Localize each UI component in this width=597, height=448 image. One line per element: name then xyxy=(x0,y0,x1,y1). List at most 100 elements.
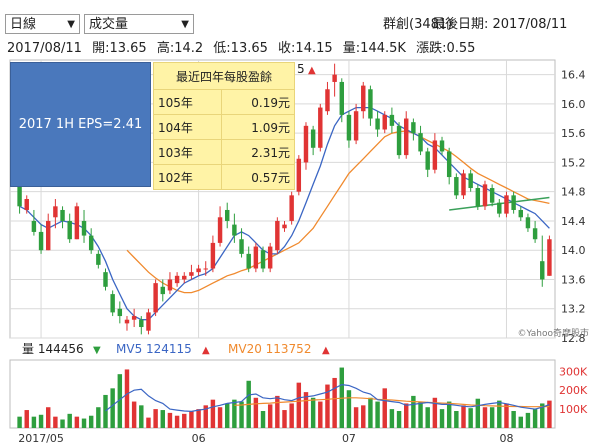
chevron-down-icon: ▼ xyxy=(67,19,75,30)
volume-bar xyxy=(504,403,509,428)
volume-bar xyxy=(310,397,316,428)
volume-bar xyxy=(88,415,94,428)
price-tick-label: 16.4 xyxy=(561,69,586,82)
price-tick-label: 14.8 xyxy=(561,186,586,199)
eps-year: 102年 xyxy=(153,164,222,190)
candle-body xyxy=(131,316,137,320)
indicator-select[interactable]: 成交量 ▼ xyxy=(84,14,194,34)
eps-note-text: 2017 1H EPS=2.41 xyxy=(18,117,143,132)
candle-body xyxy=(146,312,151,331)
watermark: ©Yahoo奇摩股市 xyxy=(518,327,590,339)
eps-value: 2.31元 xyxy=(220,139,296,165)
quote-row: 2017/08/11 開:13.65 高:14.2 低:13.65 收:14.1… xyxy=(7,37,481,56)
quote-close: 收:14.15 xyxy=(278,41,333,56)
period-select[interactable]: 日線 ▼ xyxy=(5,14,80,34)
candle-body xyxy=(139,319,144,328)
date-tick-label: 06 xyxy=(192,432,206,445)
candle-body xyxy=(411,122,416,134)
eps-row: 103年 2.31元 xyxy=(153,139,296,165)
candle-body xyxy=(24,199,29,210)
candle-body xyxy=(246,253,251,269)
candle-body xyxy=(60,209,65,221)
candle-body xyxy=(497,202,502,214)
candle-body xyxy=(547,239,552,276)
volume-bar xyxy=(404,403,409,428)
volume-bar xyxy=(81,418,87,428)
volume-bar xyxy=(289,403,294,428)
period-select-value: 日線 xyxy=(10,17,37,32)
volume-bar xyxy=(267,404,273,428)
candle-body xyxy=(275,220,280,251)
price-tick-label: 14.4 xyxy=(561,215,586,228)
candle-body xyxy=(103,272,108,287)
candle-body xyxy=(432,140,438,170)
volume-bar xyxy=(282,410,287,428)
candle-body xyxy=(124,319,130,324)
candle-body xyxy=(253,246,259,269)
volume-bar xyxy=(547,400,552,428)
eps-year: 105年 xyxy=(153,89,222,115)
volume-bar xyxy=(468,408,473,428)
eps-table: 最近四年每股盈餘 105年 0.19元 104年 1.09元 103年 2.31… xyxy=(153,62,296,190)
candle-body xyxy=(96,253,101,265)
volume-legend: 量 144456 xyxy=(22,342,84,356)
ma5-line xyxy=(19,106,550,321)
volume-bar xyxy=(146,417,151,428)
candle-body xyxy=(189,272,194,276)
volume-bar xyxy=(203,405,208,428)
volume-bar xyxy=(103,394,108,428)
volume-bar xyxy=(346,390,352,428)
volume-bar xyxy=(46,407,51,428)
candle-body xyxy=(504,195,509,214)
volume-bar xyxy=(489,407,495,428)
price-tick-label: 14.0 xyxy=(561,244,586,257)
volume-bar xyxy=(131,401,137,428)
eps-value: 0.19元 xyxy=(220,89,296,115)
candle-body xyxy=(203,268,208,270)
price-tick-label: 16.0 xyxy=(561,98,586,111)
candle-body xyxy=(361,85,366,112)
candle-body xyxy=(239,239,244,254)
volume-bars xyxy=(17,367,552,428)
candle-body xyxy=(540,261,545,280)
volume-bar xyxy=(540,403,545,428)
volume-ma-layer xyxy=(105,383,550,413)
date-tick-label: 2017/05 xyxy=(18,432,64,445)
candle-layer xyxy=(17,63,552,335)
candle-body xyxy=(296,158,302,192)
volume-bar xyxy=(461,405,466,428)
volume-bar xyxy=(239,401,244,428)
volume-bar xyxy=(167,412,173,428)
mv20-legend-arrow: ▲ xyxy=(322,345,330,356)
eps-note: 2017 1H EPS=2.41 xyxy=(10,62,151,187)
volume-bar xyxy=(482,407,488,428)
candle-body xyxy=(46,220,51,251)
volume-bar xyxy=(497,400,502,428)
candle-body xyxy=(167,279,173,291)
volume-bar xyxy=(189,411,194,428)
candle-body xyxy=(382,114,387,130)
volume-bar xyxy=(382,388,387,428)
volume-bar xyxy=(153,409,158,428)
volume-bar xyxy=(389,409,395,428)
candle-body xyxy=(346,114,352,141)
volume-bar xyxy=(446,401,452,428)
volume-bar xyxy=(368,397,373,428)
candle-body xyxy=(525,217,531,229)
candle-body xyxy=(303,125,309,163)
price-tick-label: 15.2 xyxy=(561,156,586,169)
volume-bar xyxy=(96,407,101,428)
candle-body xyxy=(110,294,115,313)
volume-bar xyxy=(353,407,359,428)
candle-body xyxy=(454,177,459,196)
volume-bar xyxy=(332,377,337,428)
volume-bar xyxy=(439,409,445,428)
volume-bar xyxy=(139,405,144,428)
volume-tick-label: 300K xyxy=(559,365,588,378)
volume-bar xyxy=(418,401,423,428)
candle-body xyxy=(174,275,180,284)
volume-bar xyxy=(17,416,22,428)
volume-bar xyxy=(117,374,123,428)
price-tick-label: 13.2 xyxy=(561,303,586,316)
volume-bar xyxy=(275,395,280,428)
